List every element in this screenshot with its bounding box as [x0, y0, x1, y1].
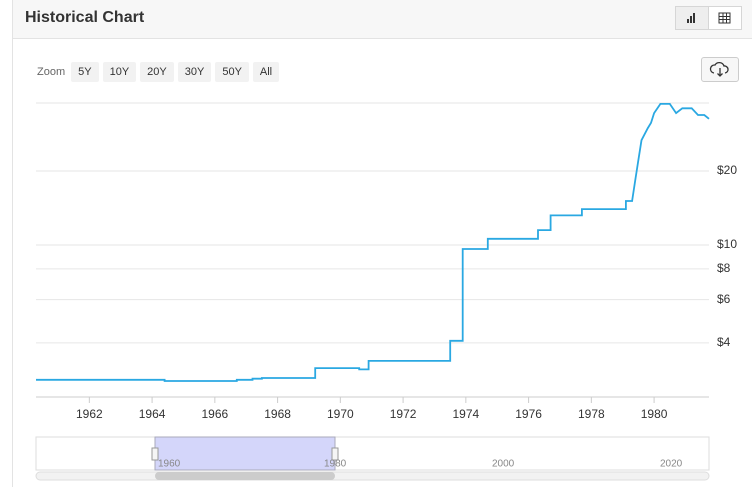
zoom-button[interactable]: 30Y: [177, 62, 212, 82]
zoom-button[interactable]: 10Y: [102, 62, 137, 82]
y-tick-label: $20: [717, 163, 737, 177]
zoom-button[interactable]: 5Y: [71, 62, 99, 82]
x-tick-label: 1974: [452, 407, 479, 421]
x-tick-label: 1970: [327, 407, 354, 421]
x-tick-label: 1964: [139, 407, 166, 421]
navigator-handle[interactable]: [151, 447, 159, 461]
table-view-button[interactable]: [708, 6, 742, 30]
y-tick-label: $4: [717, 335, 731, 349]
y-tick-label: $6: [717, 292, 731, 306]
zoom-button[interactable]: 50Y: [215, 62, 249, 82]
navigator-handle[interactable]: [331, 447, 339, 461]
x-tick-label: 1980: [641, 407, 668, 421]
chart-card: Historical Chart Zoom 5Y 10Y 20Y 30Y 50Y All: [12, 0, 752, 487]
zoom-button[interactable]: All: [252, 62, 280, 82]
navigator-label: 1960: [158, 459, 181, 470]
x-tick-label: 1978: [578, 407, 605, 421]
header: Historical Chart: [13, 0, 752, 39]
zoom-button[interactable]: 20Y: [140, 62, 174, 82]
title: Historical Chart: [25, 9, 145, 26]
x-tick-label: 1962: [76, 407, 103, 421]
scrollbar-thumb[interactable]: [155, 472, 335, 480]
price-line: [36, 103, 710, 382]
scrollbar-track: [35, 471, 710, 481]
bar-icon: [687, 13, 695, 23]
navigator-frame: [35, 436, 710, 471]
navigator-selection[interactable]: [154, 436, 336, 471]
download-icon: [709, 61, 729, 77]
x-tick-label: 1972: [390, 407, 417, 421]
table-icon: [718, 12, 731, 24]
navigator-label: 2020: [660, 459, 683, 470]
x-tick-label: 1966: [201, 407, 228, 421]
x-tick-label: 1968: [264, 407, 291, 421]
zoom-bar: Zoom 5Y 10Y 20Y 30Y 50Y All: [37, 62, 283, 82]
navigator-label: 1980: [324, 459, 347, 470]
y-tick-label: $8: [717, 261, 731, 275]
download-button[interactable]: [701, 57, 739, 82]
x-tick-label: 1976: [515, 407, 542, 421]
y-tick-label: $10: [717, 237, 737, 251]
zoom-label: Zoom: [37, 66, 66, 78]
navigator-label: 2000: [492, 459, 515, 470]
